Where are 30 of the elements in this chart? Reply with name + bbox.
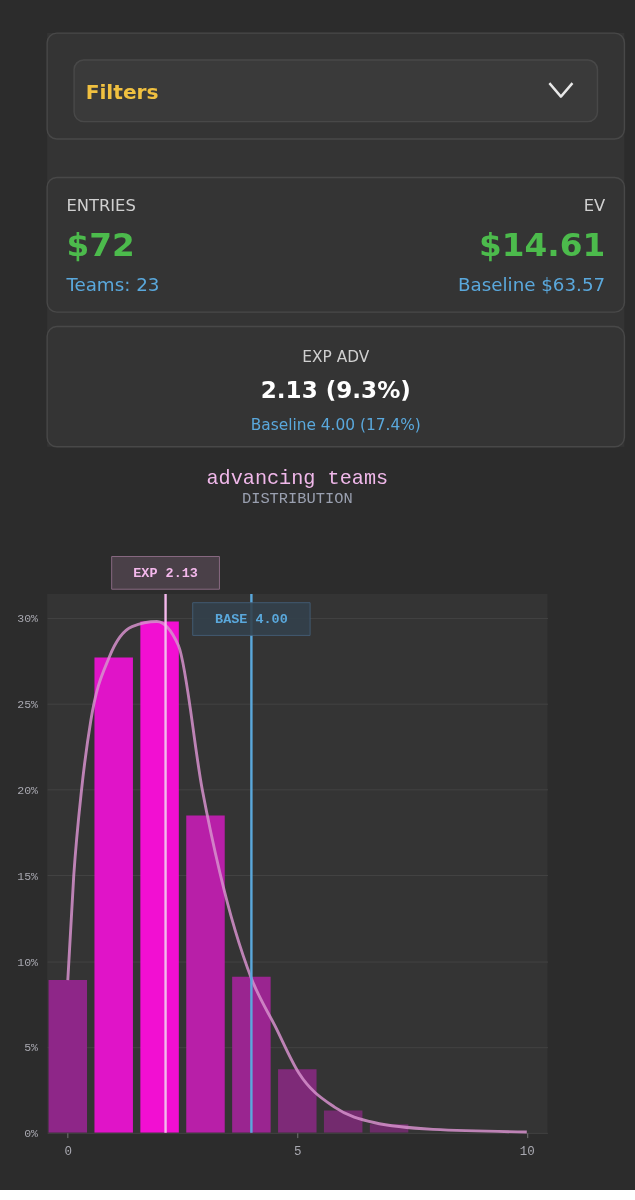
text: ENTRIES	[66, 196, 136, 216]
text: Baseline $63.57	[458, 273, 606, 295]
text: $14.61	[478, 226, 606, 265]
bar	[94, 657, 133, 1133]
ref-line-label: BASE 4.00	[215, 611, 288, 627]
x-tick-label: 10	[519, 1145, 535, 1160]
y-tick-label: 5%	[24, 1041, 39, 1055]
y-tick-label: 0%	[24, 1127, 39, 1141]
text: EXP ADV	[302, 348, 370, 367]
bar	[140, 621, 179, 1133]
y-tick-label: 20%	[17, 783, 39, 797]
y-tick-label: 10%	[17, 955, 39, 969]
bar	[48, 980, 88, 1133]
x-tick-label: 0	[64, 1145, 73, 1160]
y-tick-label: 30%	[17, 612, 39, 626]
text: $72	[66, 226, 135, 265]
text: Baseline 4.00 (17.4%)	[250, 415, 421, 434]
bar	[232, 976, 271, 1133]
y-tick-label: 25%	[17, 698, 39, 712]
y-tick-label: 15%	[17, 869, 39, 883]
ref-line-label: EXP 2.13	[133, 565, 198, 581]
text: EV	[583, 196, 606, 216]
bar	[186, 815, 225, 1133]
x-tick-label: 5	[294, 1145, 302, 1160]
chart-subtitle: DISTRIBUTION	[241, 490, 353, 509]
bar	[278, 1069, 317, 1133]
text: Filters	[85, 79, 159, 104]
chart-title: advancing teams	[206, 466, 389, 490]
text: 2.13 (9.3%)	[260, 376, 411, 403]
text: Teams: 23	[65, 273, 160, 295]
